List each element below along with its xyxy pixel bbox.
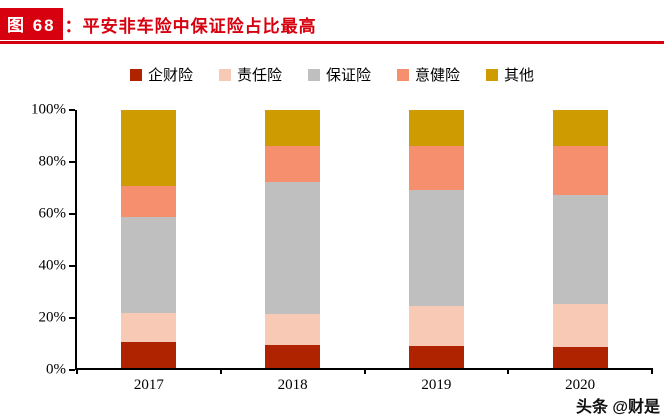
chart-legend: 企财险 责任险 保证险 意健险 其他 <box>0 64 664 85</box>
y-tick-mark <box>69 317 75 319</box>
y-tick-mark <box>69 265 75 267</box>
bar-segment <box>265 313 321 345</box>
bar-segment <box>408 146 464 190</box>
page-title: ：平安非车险中保证险占比最高 <box>64 16 317 36</box>
x-tick-mark <box>219 368 222 374</box>
legend-swatch <box>397 68 409 81</box>
x-tick-label: 2018 <box>277 377 308 393</box>
y-tick-label: 20% <box>38 309 67 326</box>
stacked-bar <box>552 110 608 368</box>
figure-number-badge: 图 68 <box>0 8 63 40</box>
bar-segment <box>121 186 177 218</box>
y-axis: 0% 20% 40% 60% 80% 100% <box>0 102 75 378</box>
title-divider <box>0 41 664 44</box>
stacked-bar <box>265 110 321 368</box>
stacked-bar <box>121 110 177 368</box>
bar-segment <box>121 342 177 368</box>
bar-segment <box>265 146 321 183</box>
bar-column <box>365 110 509 368</box>
legend-swatch <box>129 68 142 81</box>
legend-label: 其他 <box>504 68 535 84</box>
bar-segment <box>408 346 464 368</box>
figure-header: 图 68 ：平安非车险中保证险占比最高 <box>0 8 664 40</box>
y-tick-mark <box>69 161 75 163</box>
bar-segment <box>121 110 177 187</box>
bar-segment <box>121 217 177 313</box>
bar-segment <box>121 312 177 343</box>
bar-column <box>77 110 221 368</box>
y-tick-label: 40% <box>38 257 67 274</box>
x-tick-mark <box>507 368 510 374</box>
x-tick-mark <box>651 368 653 374</box>
bar-segment <box>408 190 464 307</box>
bar-segment <box>265 110 321 147</box>
legend-swatch <box>486 68 499 81</box>
x-tick-mark <box>363 368 366 374</box>
x-tick-label: 2020 <box>565 377 596 393</box>
y-tick-label: 80% <box>38 153 67 170</box>
watermark: 头条 @财是 <box>569 391 664 420</box>
y-tick-mark <box>69 109 75 111</box>
legend-swatch <box>218 68 231 81</box>
legend-item: 意健险 <box>397 64 460 85</box>
y-tick-label: 100% <box>31 101 66 118</box>
plot-area: 2017 2018 2019 2020 <box>75 110 653 393</box>
bar-segment <box>265 344 321 368</box>
x-tick-label: 2017 <box>133 377 164 393</box>
legend-item: 责任险 <box>218 64 282 85</box>
bar-segment <box>552 303 608 348</box>
bar-column <box>221 110 365 368</box>
bar-column <box>508 110 652 368</box>
bar-segment <box>265 182 321 314</box>
legend-item: 保证险 <box>307 64 371 85</box>
legend-item: 企财险 <box>129 64 193 85</box>
stacked-bar <box>408 110 464 368</box>
legend-label: 意健险 <box>415 68 461 84</box>
x-tick-label: 2019 <box>421 377 452 393</box>
legend-label: 责任险 <box>236 68 282 84</box>
bar-segment <box>552 146 608 196</box>
x-axis-labels: 2017 2018 2019 2020 <box>77 377 652 394</box>
bar-segment <box>552 347 608 368</box>
y-tick-label: 0% <box>46 361 66 378</box>
y-tick-mark <box>69 369 75 371</box>
legend-label: 企财险 <box>147 68 193 84</box>
legend-item: 其他 <box>486 64 534 85</box>
y-tick-mark <box>69 213 75 215</box>
bar-segment <box>408 306 464 347</box>
bar-segment <box>552 195 608 304</box>
x-tick-mark <box>76 368 78 374</box>
bar-segment <box>552 110 608 147</box>
legend-label: 保证险 <box>325 68 371 84</box>
legend-swatch <box>307 68 320 81</box>
stacked-bar-chart: 0% 20% 40% 60% 80% 100% 2017 2018 2019 2020 <box>0 100 664 412</box>
y-tick-label: 60% <box>38 205 67 222</box>
bar-segment <box>408 110 464 147</box>
